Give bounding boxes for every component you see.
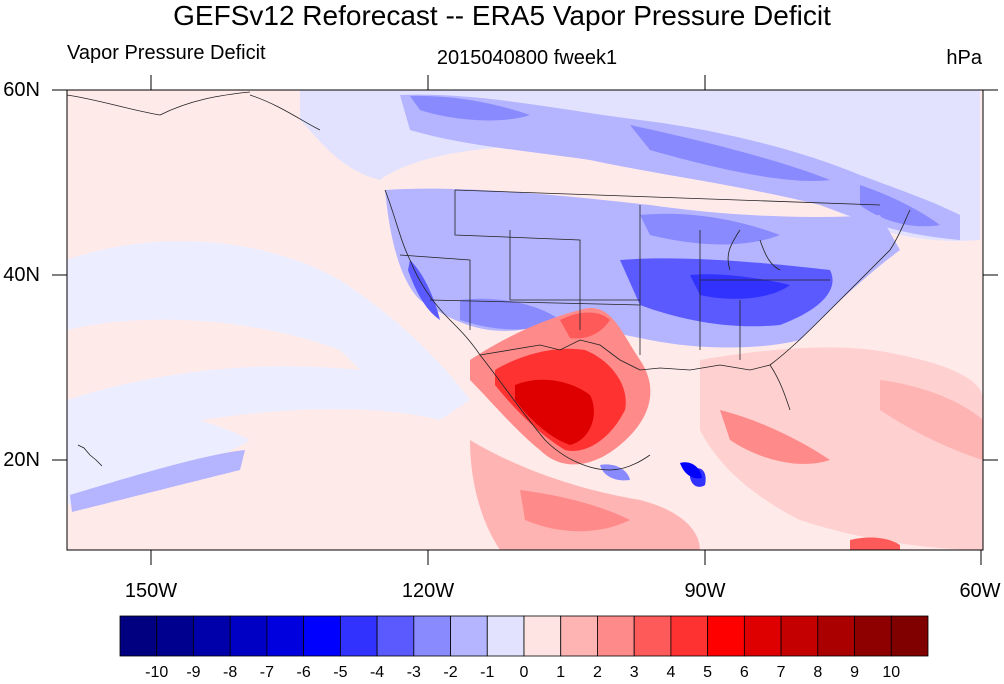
colorbar-label: 0	[519, 664, 529, 681]
colorbar	[119, 615, 929, 657]
colorbar-label: 10	[882, 664, 901, 681]
variable-label: Vapor Pressure Deficit	[67, 42, 266, 64]
colorbar-swatch	[707, 615, 745, 657]
colorbar-label: -4	[369, 664, 385, 681]
colorbar-swatch	[303, 615, 341, 657]
map-frame	[52, 75, 998, 565]
colorbar-swatch	[743, 615, 782, 657]
colorbar-swatch	[854, 615, 892, 657]
colorbar-swatch	[633, 615, 672, 657]
colorbar-swatch	[156, 615, 194, 657]
colorbar-label: -2	[443, 664, 458, 681]
lon-label-120w: 120W	[401, 580, 455, 602]
colorbar-label: -5	[333, 664, 348, 681]
colorbar-label: -8	[223, 664, 238, 681]
colorbar-swatch	[193, 615, 231, 657]
colorbar-swatch	[229, 615, 268, 657]
colorbar-label: 1	[556, 664, 566, 681]
colorbar-label: -3	[406, 664, 421, 681]
colorbar-label: 9	[850, 664, 859, 681]
colorbar-swatch	[523, 615, 562, 657]
lon-label-60w: 60W	[959, 580, 1001, 602]
colorbar-label: 7	[776, 664, 786, 681]
colorbar-swatch	[560, 615, 598, 657]
colorbar-swatch	[450, 615, 488, 657]
colorbar-swatch	[266, 615, 305, 657]
colorbar-swatch	[119, 615, 158, 657]
colorbar-label: 8	[813, 664, 823, 681]
colorbar-swatch	[486, 615, 525, 657]
colorbar-swatch	[890, 615, 929, 657]
lat-label-40n: 40N	[3, 264, 40, 286]
colorbar-swatch	[376, 615, 415, 657]
lat-label-60n: 60N	[3, 79, 40, 101]
colorbar-swatch	[339, 615, 378, 657]
colorbar-label: -9	[186, 664, 201, 681]
colorbar-label: -1	[480, 664, 495, 681]
lat-label-20n: 20N	[3, 449, 40, 471]
colorbar-label: 6	[739, 664, 749, 681]
lon-label-90w: 90W	[684, 580, 726, 602]
colorbar-swatch	[780, 615, 819, 657]
date-label: 2015040800 fweek1	[436, 47, 618, 69]
colorbar-label: 3	[629, 664, 639, 681]
colorbar-label: -7	[259, 664, 275, 681]
colorbar-label: -10	[145, 664, 169, 681]
colorbar-label: 5	[703, 664, 713, 681]
colorbar-swatch	[817, 615, 855, 657]
map-field	[67, 90, 983, 550]
colorbar-swatch	[597, 615, 635, 657]
colorbar-label: 4	[666, 664, 676, 681]
colorbar-swatch	[670, 615, 709, 657]
colorbar-swatch	[413, 615, 451, 657]
lon-label-150w: 150W	[124, 580, 178, 602]
colorbar-label: -6	[296, 664, 311, 681]
colorbar-label: 2	[593, 664, 602, 681]
boundary-lines	[67, 91, 911, 471]
units-label: hPa	[946, 47, 982, 69]
map-title: GEFSv12 Reforecast -- ERA5 Vapor Pressur…	[173, 0, 831, 31]
